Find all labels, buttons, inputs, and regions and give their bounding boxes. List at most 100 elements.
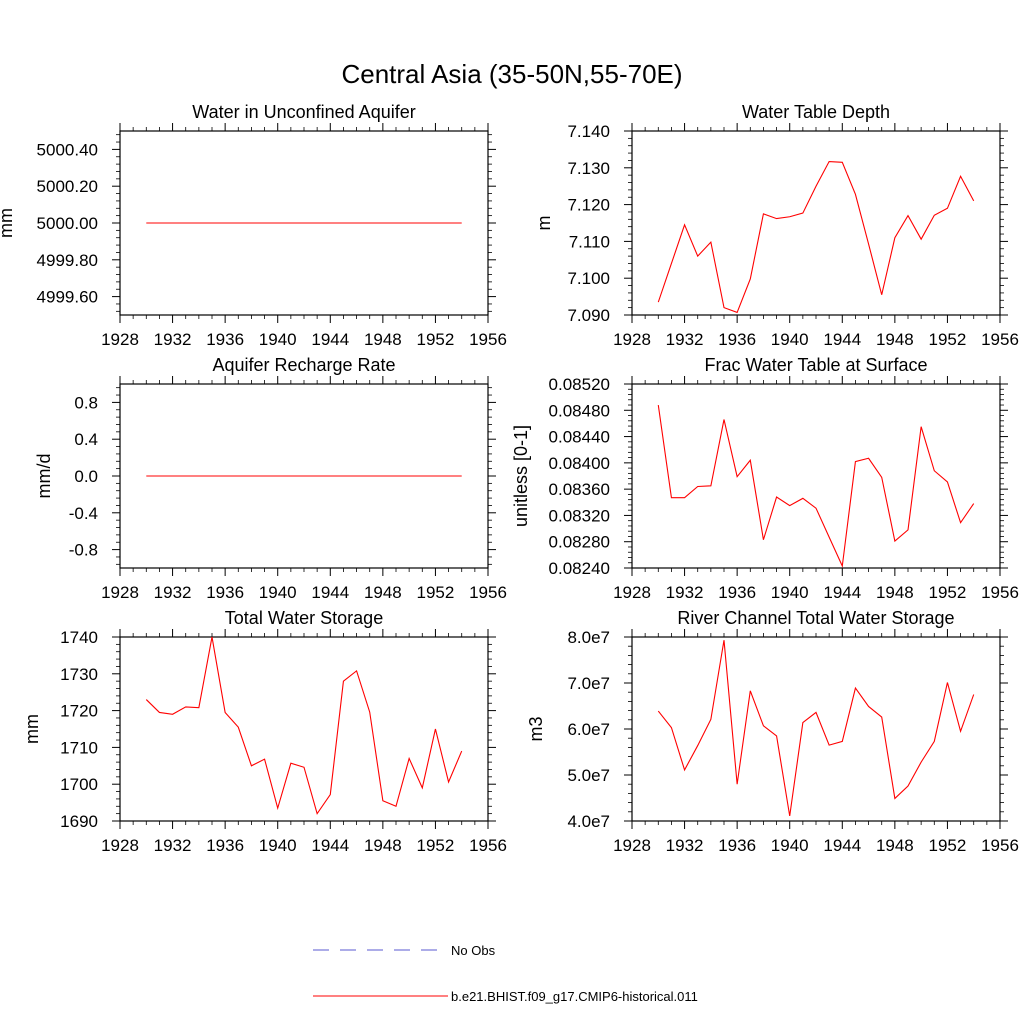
- panel-title: Water Table Depth: [742, 102, 890, 122]
- y-tick-label: 5000.40: [37, 140, 98, 159]
- y-tick-label: 0.08480: [549, 401, 610, 420]
- legend-entry: b.e21.BHIST.f09_g17.CMIP6-historical.011: [313, 989, 698, 1004]
- legend: No Obs b.e21.BHIST.f09_g17.CMIP6-historic…: [313, 943, 698, 1004]
- y-tick-label: 8.0e7: [567, 628, 610, 647]
- figure-title: Central Asia (35-50N,55-70E): [341, 59, 682, 89]
- y-axis-label: m3: [526, 716, 546, 741]
- panel-title: Frac Water Table at Surface: [704, 355, 927, 375]
- legend-label: b.e21.BHIST.f09_g17.CMIP6-historical.011: [451, 989, 698, 1004]
- x-tick-label: 1944: [823, 330, 861, 349]
- x-tick-label: 1936: [206, 583, 244, 602]
- x-tick-label: 1932: [154, 330, 192, 349]
- y-axis-label: unitless [0-1]: [511, 425, 531, 527]
- y-tick-label: 0.08320: [549, 506, 610, 525]
- y-tick-label: -0.8: [69, 541, 98, 560]
- x-tick-label: 1944: [311, 583, 349, 602]
- y-tick-label: 1740: [60, 628, 98, 647]
- x-tick-label: 1952: [929, 583, 967, 602]
- x-tick-label: 1948: [876, 836, 914, 855]
- series-line: [657, 160, 975, 314]
- x-tick-label: 1952: [929, 330, 967, 349]
- x-tick-label: 1956: [981, 330, 1019, 349]
- x-tick-label: 1948: [876, 583, 914, 602]
- x-tick-label: 1932: [154, 836, 192, 855]
- chart-panel-2: Water Table Depth 1928 1932 1936 1940 1944 194…: [534, 102, 1019, 349]
- y-tick-label: 5000.00: [37, 214, 98, 233]
- panel-title: River Channel Total Water Storage: [677, 608, 954, 628]
- x-tick-label: 1928: [101, 583, 139, 602]
- y-tick-label: 1730: [60, 665, 98, 684]
- y-tick-label: 1700: [60, 775, 98, 794]
- x-tick-label: 1944: [823, 583, 861, 602]
- x-tick-label: 1956: [469, 330, 507, 349]
- y-tick-label: 1720: [60, 702, 98, 721]
- x-tick-label: 1928: [613, 583, 651, 602]
- plot-frame: [631, 383, 1001, 569]
- plot-frame: [631, 636, 1001, 822]
- x-tick-label: 1936: [718, 836, 756, 855]
- y-tick-label: 7.130: [567, 159, 610, 178]
- y-tick-label: 4.0e7: [567, 812, 610, 831]
- y-axis-label: mm/d: [34, 454, 54, 499]
- y-axis-label: mm: [0, 208, 16, 238]
- y-tick-label: 4999.60: [37, 288, 98, 307]
- chart-panel-1: Water in Unconfined Aquifer 1928 1932 1936 1…: [0, 102, 507, 349]
- x-tick-label: 1928: [101, 330, 139, 349]
- y-tick-label: 6.0e7: [567, 720, 610, 739]
- y-tick-label: 7.100: [567, 269, 610, 288]
- y-tick-label: 5.0e7: [567, 766, 610, 785]
- x-tick-label: 1944: [311, 836, 349, 855]
- panel-title: Water in Unconfined Aquifer: [192, 102, 415, 122]
- x-tick-label: 1952: [417, 330, 455, 349]
- x-tick-label: 1948: [876, 330, 914, 349]
- x-tick-label: 1932: [666, 836, 704, 855]
- x-tick-label: 1952: [929, 836, 967, 855]
- x-tick-label: 1948: [364, 836, 402, 855]
- x-tick-label: 1936: [718, 330, 756, 349]
- y-tick-label: 4999.80: [37, 251, 98, 270]
- legend-label: No Obs: [451, 943, 496, 958]
- y-axis-label: mm: [22, 714, 42, 744]
- legend-entry: No Obs: [313, 943, 496, 958]
- y-tick-label: 7.140: [567, 122, 610, 141]
- x-tick-label: 1932: [154, 583, 192, 602]
- series-line: [657, 404, 975, 569]
- y-tick-label: 0.08240: [549, 559, 610, 578]
- y-tick-label: 0.0: [74, 467, 98, 486]
- x-tick-label: 1940: [771, 583, 809, 602]
- y-tick-label: 7.0e7: [567, 674, 610, 693]
- y-tick-label: 5000.20: [37, 177, 98, 196]
- y-tick-label: 0.08520: [549, 375, 610, 394]
- x-tick-label: 1948: [364, 583, 402, 602]
- series-line: [657, 640, 975, 817]
- x-tick-label: 1952: [417, 583, 455, 602]
- x-tick-label: 1952: [417, 836, 455, 855]
- y-tick-label: 0.4: [74, 430, 98, 449]
- x-tick-label: 1948: [364, 330, 402, 349]
- plot-frame: [119, 636, 489, 822]
- x-tick-label: 1936: [718, 583, 756, 602]
- x-tick-label: 1940: [771, 836, 809, 855]
- x-tick-label: 1944: [823, 836, 861, 855]
- x-tick-label: 1956: [469, 583, 507, 602]
- chart-panels: Water in Unconfined Aquifer 1928 1932 1936 1…: [0, 102, 1019, 855]
- x-tick-label: 1940: [771, 330, 809, 349]
- y-tick-label: -0.4: [69, 504, 98, 523]
- y-tick-label: 0.08280: [549, 533, 610, 552]
- y-tick-label: 1690: [60, 812, 98, 831]
- x-tick-label: 1956: [981, 836, 1019, 855]
- y-tick-label: 1710: [60, 738, 98, 757]
- chart-panel-3: Aquifer Recharge Rate 1928 1932 1936 1940 194…: [34, 355, 507, 602]
- chart-panel-5: Total Water Storage 1928 1932 1936 1940 1944 1…: [22, 608, 507, 855]
- y-tick-label: 7.120: [567, 196, 610, 215]
- x-tick-label: 1928: [613, 330, 651, 349]
- x-tick-label: 1956: [469, 836, 507, 855]
- y-tick-label: 0.8: [74, 393, 98, 412]
- x-tick-label: 1932: [666, 583, 704, 602]
- x-tick-label: 1940: [259, 583, 297, 602]
- y-tick-label: 0.08400: [549, 454, 610, 473]
- x-tick-label: 1932: [666, 330, 704, 349]
- x-tick-label: 1936: [206, 836, 244, 855]
- chart-panel-4: Frac Water Table at Surface 1928 1932 1936 1…: [511, 355, 1019, 602]
